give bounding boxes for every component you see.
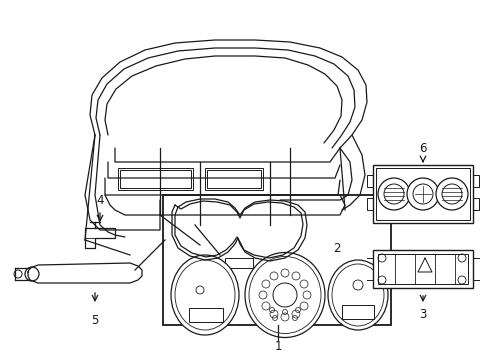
Bar [189,308,223,322]
Bar [341,305,373,319]
Bar [377,254,467,284]
Ellipse shape [171,255,239,335]
Bar [366,175,372,187]
Bar [372,250,472,288]
Text: 6: 6 [418,141,426,154]
Bar [366,198,372,210]
Bar [118,168,193,190]
Text: 3: 3 [418,309,426,321]
Bar [224,258,252,268]
Circle shape [377,178,409,210]
Ellipse shape [327,260,387,330]
Bar [163,195,390,325]
Circle shape [25,267,39,281]
Bar [472,175,478,187]
Text: 5: 5 [91,314,99,327]
Bar [372,165,472,223]
Circle shape [406,178,438,210]
Bar [120,170,191,188]
Bar [206,170,261,188]
Bar [472,198,478,210]
Bar [375,168,469,220]
Ellipse shape [244,252,325,338]
Text: 4: 4 [96,194,103,207]
Text: 1: 1 [274,341,281,354]
Text: 2: 2 [332,242,340,255]
Circle shape [435,178,467,210]
Bar [204,168,263,190]
